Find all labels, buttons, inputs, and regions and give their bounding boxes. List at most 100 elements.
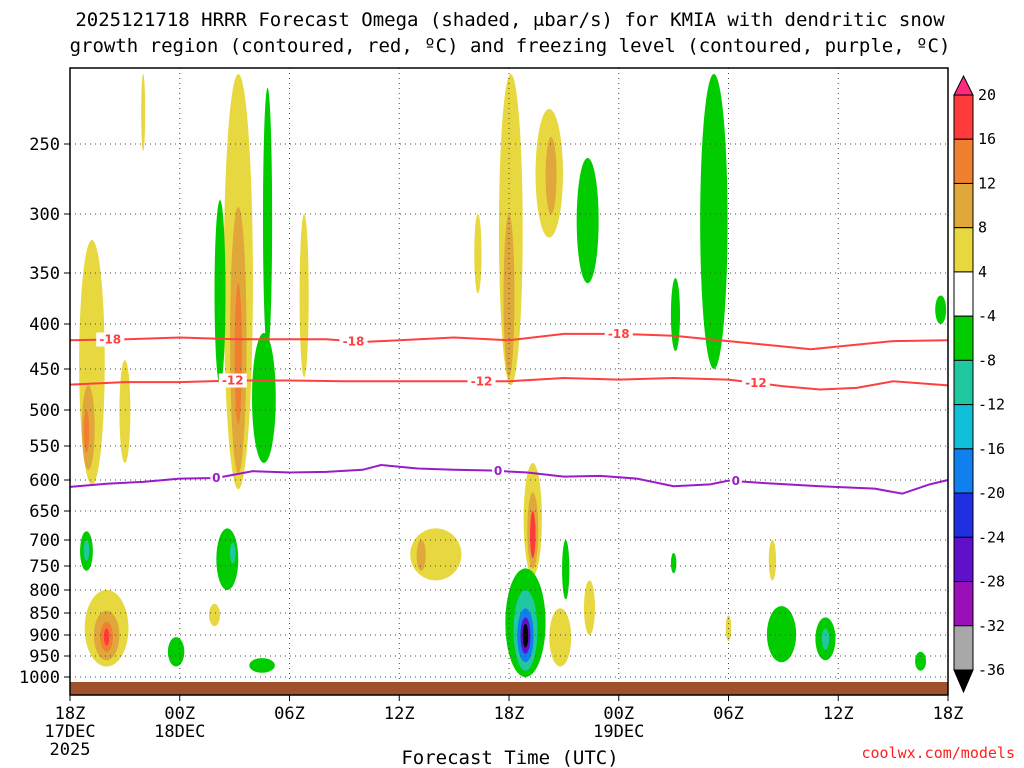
omega-region-17 (474, 214, 482, 294)
x-tick-date: 19DEC (593, 722, 644, 742)
omega-region-33 (416, 540, 426, 571)
colorbar-swatch (953, 404, 974, 450)
y-tick-label: 550 (29, 437, 60, 457)
omega-region-8 (214, 200, 226, 386)
omega-region-2 (83, 410, 90, 453)
x-axis-title: Forecast Time (UTC) (401, 747, 618, 768)
colorbar-label: 8 (978, 219, 987, 237)
credit-text: coolwx.com/models (861, 744, 1015, 762)
temperature-contours: -18 -18 -18 -12 -12 -12 0 0 0 (69, 326, 949, 495)
omega-region-4 (141, 74, 146, 151)
y-tick-label: 300 (29, 205, 60, 225)
colorbar-label: -28 (978, 573, 1005, 591)
colorbar-label: -16 (978, 440, 1005, 458)
contour-label: -12 (471, 374, 493, 388)
title-line-1: 2025121718 HRRR Forecast Omega (shaded, … (75, 9, 945, 31)
y-tick-label: 250 (29, 135, 60, 155)
y-tick-label: 400 (29, 315, 60, 335)
colorbar-swatch (953, 625, 974, 671)
contour-label: -18 (343, 334, 365, 348)
x-tick-date: 18DEC (154, 722, 205, 742)
x-tick-label: 18Z (933, 704, 964, 724)
contour-line-0 (69, 332, 949, 351)
contour-label: 0 (732, 474, 740, 488)
omega-region-41 (522, 624, 529, 648)
colorbar-swatch (953, 536, 974, 583)
omega-region-7 (234, 283, 242, 425)
omega-region-10 (252, 333, 276, 463)
colorbar-label: -24 (978, 528, 1005, 546)
omega-region-48 (915, 651, 927, 671)
omega-region-26 (103, 628, 110, 646)
y-tick-label: 850 (29, 604, 60, 624)
omega-region-31 (249, 658, 275, 673)
x-tick-label: 06Z (274, 704, 305, 724)
contour-line-2 (69, 464, 949, 495)
colorbar-label: -8 (978, 351, 996, 369)
colorbar-label: 20 (978, 86, 996, 104)
title-line-2: growth region (contoured, red, ºC) and f… (70, 35, 951, 57)
omega-region-43 (562, 540, 570, 600)
omega-region-51 (768, 540, 777, 581)
contour-label-bg (741, 375, 770, 390)
colorbar-label: -32 (978, 617, 1005, 635)
x-tick-year: 2025 (50, 740, 91, 760)
omega-region-44 (583, 580, 595, 635)
colorbar-swatch (953, 271, 974, 317)
colorbar-swatch (953, 359, 974, 406)
y-tick-label: 350 (29, 264, 60, 284)
colorbar-swatch (953, 448, 974, 494)
contour-label-bg (218, 373, 247, 388)
omega-region-13 (503, 214, 515, 378)
omega-region-18 (700, 74, 728, 369)
y-tick-label: 500 (29, 401, 60, 421)
ground-bar (70, 682, 948, 695)
y-tick-label: 800 (29, 581, 60, 601)
x-tick-date: 17DEC (44, 722, 95, 742)
y-tick-label: 1000 (19, 668, 60, 688)
contour-label-bg (96, 332, 125, 347)
contour-label-bg (339, 334, 368, 349)
contour-label: 0 (494, 464, 502, 478)
x-tick-label: 12Z (384, 704, 415, 724)
contour-label: 0 (212, 471, 220, 485)
omega-region-30 (209, 603, 220, 627)
x-tick-label: 06Z (713, 704, 744, 724)
y-tick-label: 600 (29, 471, 60, 491)
omega-region-22 (83, 540, 90, 561)
y-tick-label: 700 (29, 531, 60, 551)
omega-region-9 (262, 88, 273, 351)
omega-region-42 (549, 608, 572, 667)
colorbar-bottom-arrow (953, 669, 974, 694)
omega-region-19 (670, 278, 681, 351)
colorbar-swatch (953, 315, 974, 361)
omega-region-36 (530, 510, 536, 559)
contour-label-bg (492, 463, 505, 478)
y-tick-label: 900 (29, 626, 60, 646)
y-tick-label: 950 (29, 647, 60, 667)
y-tick-label: 750 (29, 557, 60, 577)
x-tick-label: 00Z (164, 704, 195, 724)
colorbar-swatch (953, 182, 974, 229)
colorbar-label: -36 (978, 661, 1005, 679)
omega-region-3 (119, 360, 131, 463)
y-axis: 2503003504004505005506006507007508008509… (19, 135, 70, 688)
colorbar-label: 16 (978, 130, 996, 148)
contour-label: -18 (608, 327, 630, 341)
plot-area: -18 -18 -18 -12 -12 -12 0 0 0 (69, 67, 949, 696)
y-tick-label: 450 (29, 360, 60, 380)
contour-label-bg (467, 374, 496, 389)
colorbar-swatch (953, 94, 974, 140)
contour-label-bg (729, 474, 742, 489)
omega-region-16 (576, 158, 599, 284)
colorbar-swatch (953, 581, 974, 627)
contour-label: -12 (222, 374, 244, 388)
contour-label-bg (604, 326, 633, 341)
colorbar-label: 4 (978, 263, 987, 281)
colorbar-label: -12 (978, 396, 1005, 414)
x-tick-label: 12Z (823, 704, 854, 724)
omega-region-49 (670, 553, 677, 574)
omega-region-15 (545, 137, 557, 214)
